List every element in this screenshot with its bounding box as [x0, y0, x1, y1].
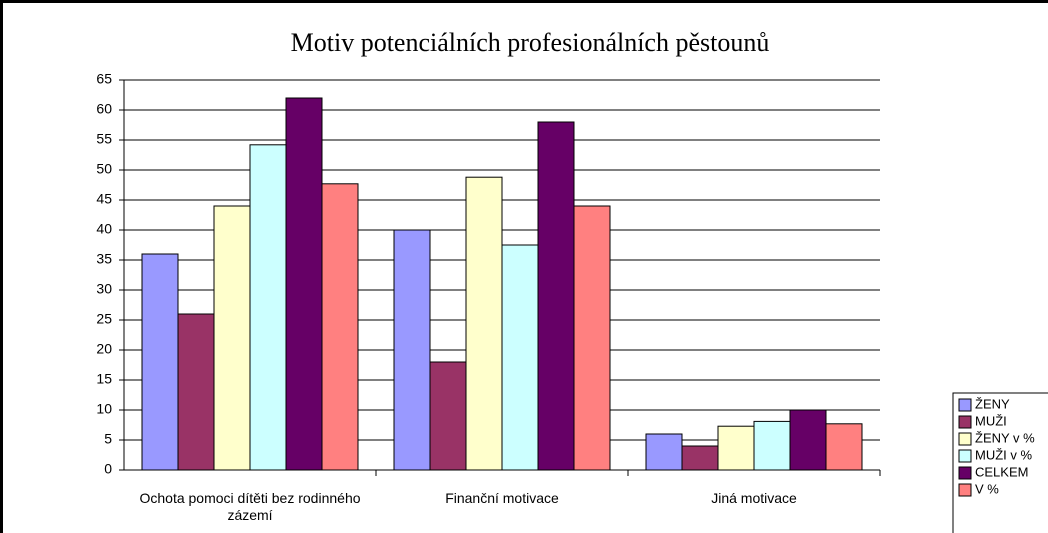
- y-tick-label: 20: [96, 341, 112, 357]
- bar: [681, 445, 719, 471]
- bar: [321, 183, 359, 471]
- x-tick-label: Jiná motivace: [711, 490, 797, 506]
- bar: [393, 229, 431, 471]
- bar: [429, 361, 467, 471]
- bar: [789, 409, 827, 471]
- bar: [825, 423, 863, 471]
- legend-label: MUŽI: [975, 413, 1007, 428]
- y-tick-label: 55: [96, 131, 112, 147]
- y-tick-label: 45: [96, 191, 112, 207]
- x-tick-label: Ochota pomoci dítěti bez rodinného zázem…: [139, 490, 361, 523]
- bar: [573, 205, 611, 471]
- bar: [753, 420, 791, 471]
- chart-title: Motiv potenciálních profesionálních pěst…: [291, 28, 770, 57]
- y-tick-label: 50: [96, 161, 112, 177]
- y-tick-label: 65: [96, 71, 112, 87]
- legend-label: MUŽI v %: [975, 447, 1032, 462]
- bar: [213, 205, 251, 471]
- legend-swatch: [958, 466, 972, 480]
- legend-label: V %: [975, 481, 999, 496]
- bar: [465, 176, 503, 471]
- bar: [177, 313, 215, 471]
- bar: [501, 244, 539, 471]
- y-tick-label: 60: [96, 101, 112, 117]
- y-tick-label: 15: [96, 371, 112, 387]
- y-tick-label: 40: [96, 221, 112, 237]
- y-tick-label: 0: [104, 461, 112, 477]
- legend-swatch: [958, 415, 972, 429]
- legend-swatch: [958, 483, 972, 497]
- y-tick-label: 35: [96, 251, 112, 267]
- y-tick-label: 10: [96, 401, 112, 417]
- legend-label: ŽENY: [975, 396, 1010, 411]
- x-tick-label: Finanční motivace: [445, 490, 559, 506]
- bar: [285, 97, 323, 471]
- legend-swatch: [958, 398, 972, 412]
- bar: [645, 433, 683, 471]
- legend-swatch: [958, 449, 972, 463]
- bar: [249, 144, 287, 471]
- legend-swatch: [958, 432, 972, 446]
- legend-label: CELKEM: [975, 464, 1028, 479]
- y-tick-label: 30: [96, 281, 112, 297]
- bar: [717, 425, 755, 471]
- y-tick-label: 25: [96, 311, 112, 327]
- y-tick-label: 5: [104, 431, 112, 447]
- bar: [141, 253, 179, 471]
- legend-label: ŽENY v %: [975, 430, 1035, 445]
- bar: [537, 121, 575, 471]
